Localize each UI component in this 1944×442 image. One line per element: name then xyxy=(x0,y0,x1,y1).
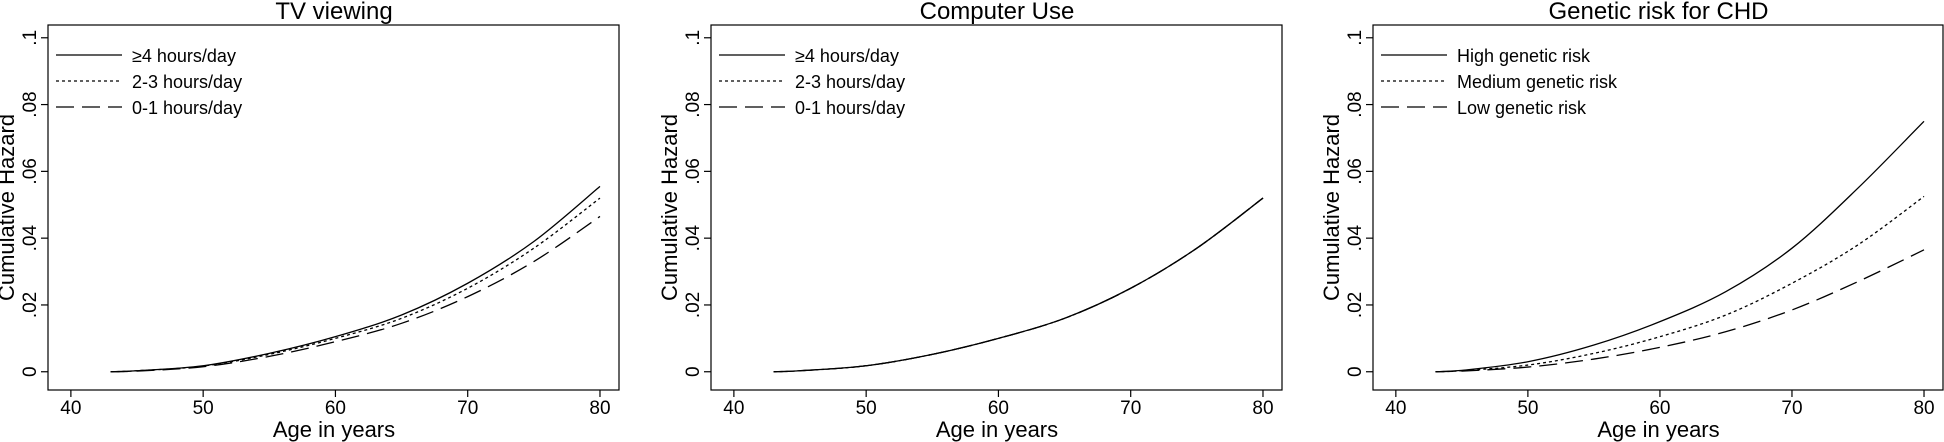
legend-label: Low genetic risk xyxy=(1457,98,1587,118)
y-tick-label: 0 xyxy=(1345,366,1366,377)
plot-frame xyxy=(710,24,1283,391)
chart-panel-2: Computer Use 40 50 60 70 80 0 .02 .04 .06 .08 .1 Age… xyxy=(657,0,1283,442)
chart-title: TV viewing xyxy=(275,0,392,25)
plot-frame xyxy=(47,24,620,391)
legend: ≥4 hours/day 2-3 hours/day 0-1 hours/day xyxy=(719,46,905,118)
y-tick-label: .06 xyxy=(683,158,704,184)
y-tick-label: 0 xyxy=(683,366,704,377)
chart-title: Computer Use xyxy=(920,0,1075,25)
x-tick-label: 70 xyxy=(1781,398,1802,419)
chart-title: Genetic risk for CHD xyxy=(1548,0,1768,25)
y-tick-label: .02 xyxy=(683,292,704,318)
x-axis-label: Age in years xyxy=(273,417,395,442)
legend-label: 2-3 hours/day xyxy=(132,72,242,92)
y-tick-label: .04 xyxy=(1345,225,1366,252)
plot-frame xyxy=(1372,24,1944,391)
series-line-3 xyxy=(773,197,1264,373)
x-tick-label: 50 xyxy=(193,398,214,419)
x-axis-label: Age in years xyxy=(936,417,1058,442)
series-line-3 xyxy=(1435,249,1925,373)
y-tick-label: .08 xyxy=(683,91,704,117)
y-tick-label: .1 xyxy=(683,30,704,46)
series-line-3 xyxy=(110,215,601,373)
legend-label: ≥4 hours/day xyxy=(795,46,899,66)
series-line-1 xyxy=(773,197,1264,373)
y-axis-label: Cumulative Hazard xyxy=(0,114,19,301)
x-axis-label: Age in years xyxy=(1597,417,1719,442)
y-axis-label: Cumulative Hazard xyxy=(1319,114,1344,301)
x-tick-label: 80 xyxy=(589,398,610,419)
series-line-2 xyxy=(773,197,1264,373)
y-tick-label: .06 xyxy=(20,158,41,184)
y-tick-label: .1 xyxy=(20,30,41,46)
series-line-2 xyxy=(1435,195,1925,373)
series-line-2 xyxy=(110,197,601,373)
legend: ≥4 hours/day 2-3 hours/day 0-1 hours/day xyxy=(56,46,242,118)
x-tick-label: 50 xyxy=(856,398,877,419)
y-tick-label: 0 xyxy=(20,366,41,377)
x-tick-label: 60 xyxy=(1649,398,1670,419)
x-tick-label: 70 xyxy=(1120,398,1141,419)
y-tick-label: .04 xyxy=(683,225,704,252)
legend-label: High genetic risk xyxy=(1457,46,1591,66)
y-tick-label: .1 xyxy=(1345,30,1366,46)
x-tick-label: 40 xyxy=(723,398,744,419)
x-tick-label: 80 xyxy=(1913,398,1934,419)
x-tick-label: 40 xyxy=(60,398,81,419)
y-tick-label: .04 xyxy=(20,225,41,252)
y-axis-label: Cumulative Hazard xyxy=(657,114,682,301)
x-tick-label: 60 xyxy=(325,398,346,419)
x-tick-label: 70 xyxy=(457,398,478,419)
legend-label: 0-1 hours/day xyxy=(795,98,905,118)
x-tick-label: 60 xyxy=(988,398,1009,419)
legend-label: Medium genetic risk xyxy=(1457,72,1618,92)
series-line-1 xyxy=(110,185,601,373)
chart-panel-1: TV viewing 40 50 60 70 80 0 .02 .04 .06 .08 .1 Age i… xyxy=(0,0,620,442)
legend-label: 0-1 hours/day xyxy=(132,98,242,118)
y-tick-label: .02 xyxy=(1345,292,1366,318)
y-tick-label: .02 xyxy=(20,292,41,318)
chart-panel-3: Genetic risk for CHD 40 50 60 70 80 0 .02 .04 .06… xyxy=(1319,0,1944,442)
y-tick-label: .08 xyxy=(1345,91,1366,117)
x-tick-label: 40 xyxy=(1385,398,1406,419)
x-tick-label: 50 xyxy=(1517,398,1538,419)
y-tick-label: .06 xyxy=(1345,158,1366,184)
legend-label: ≥4 hours/day xyxy=(132,46,236,66)
legend: High genetic risk Medium genetic risk Low … xyxy=(1381,46,1618,118)
series-line-1 xyxy=(1435,120,1925,373)
y-tick-label: .08 xyxy=(20,91,41,117)
legend-label: 2-3 hours/day xyxy=(795,72,905,92)
x-tick-label: 80 xyxy=(1252,398,1273,419)
